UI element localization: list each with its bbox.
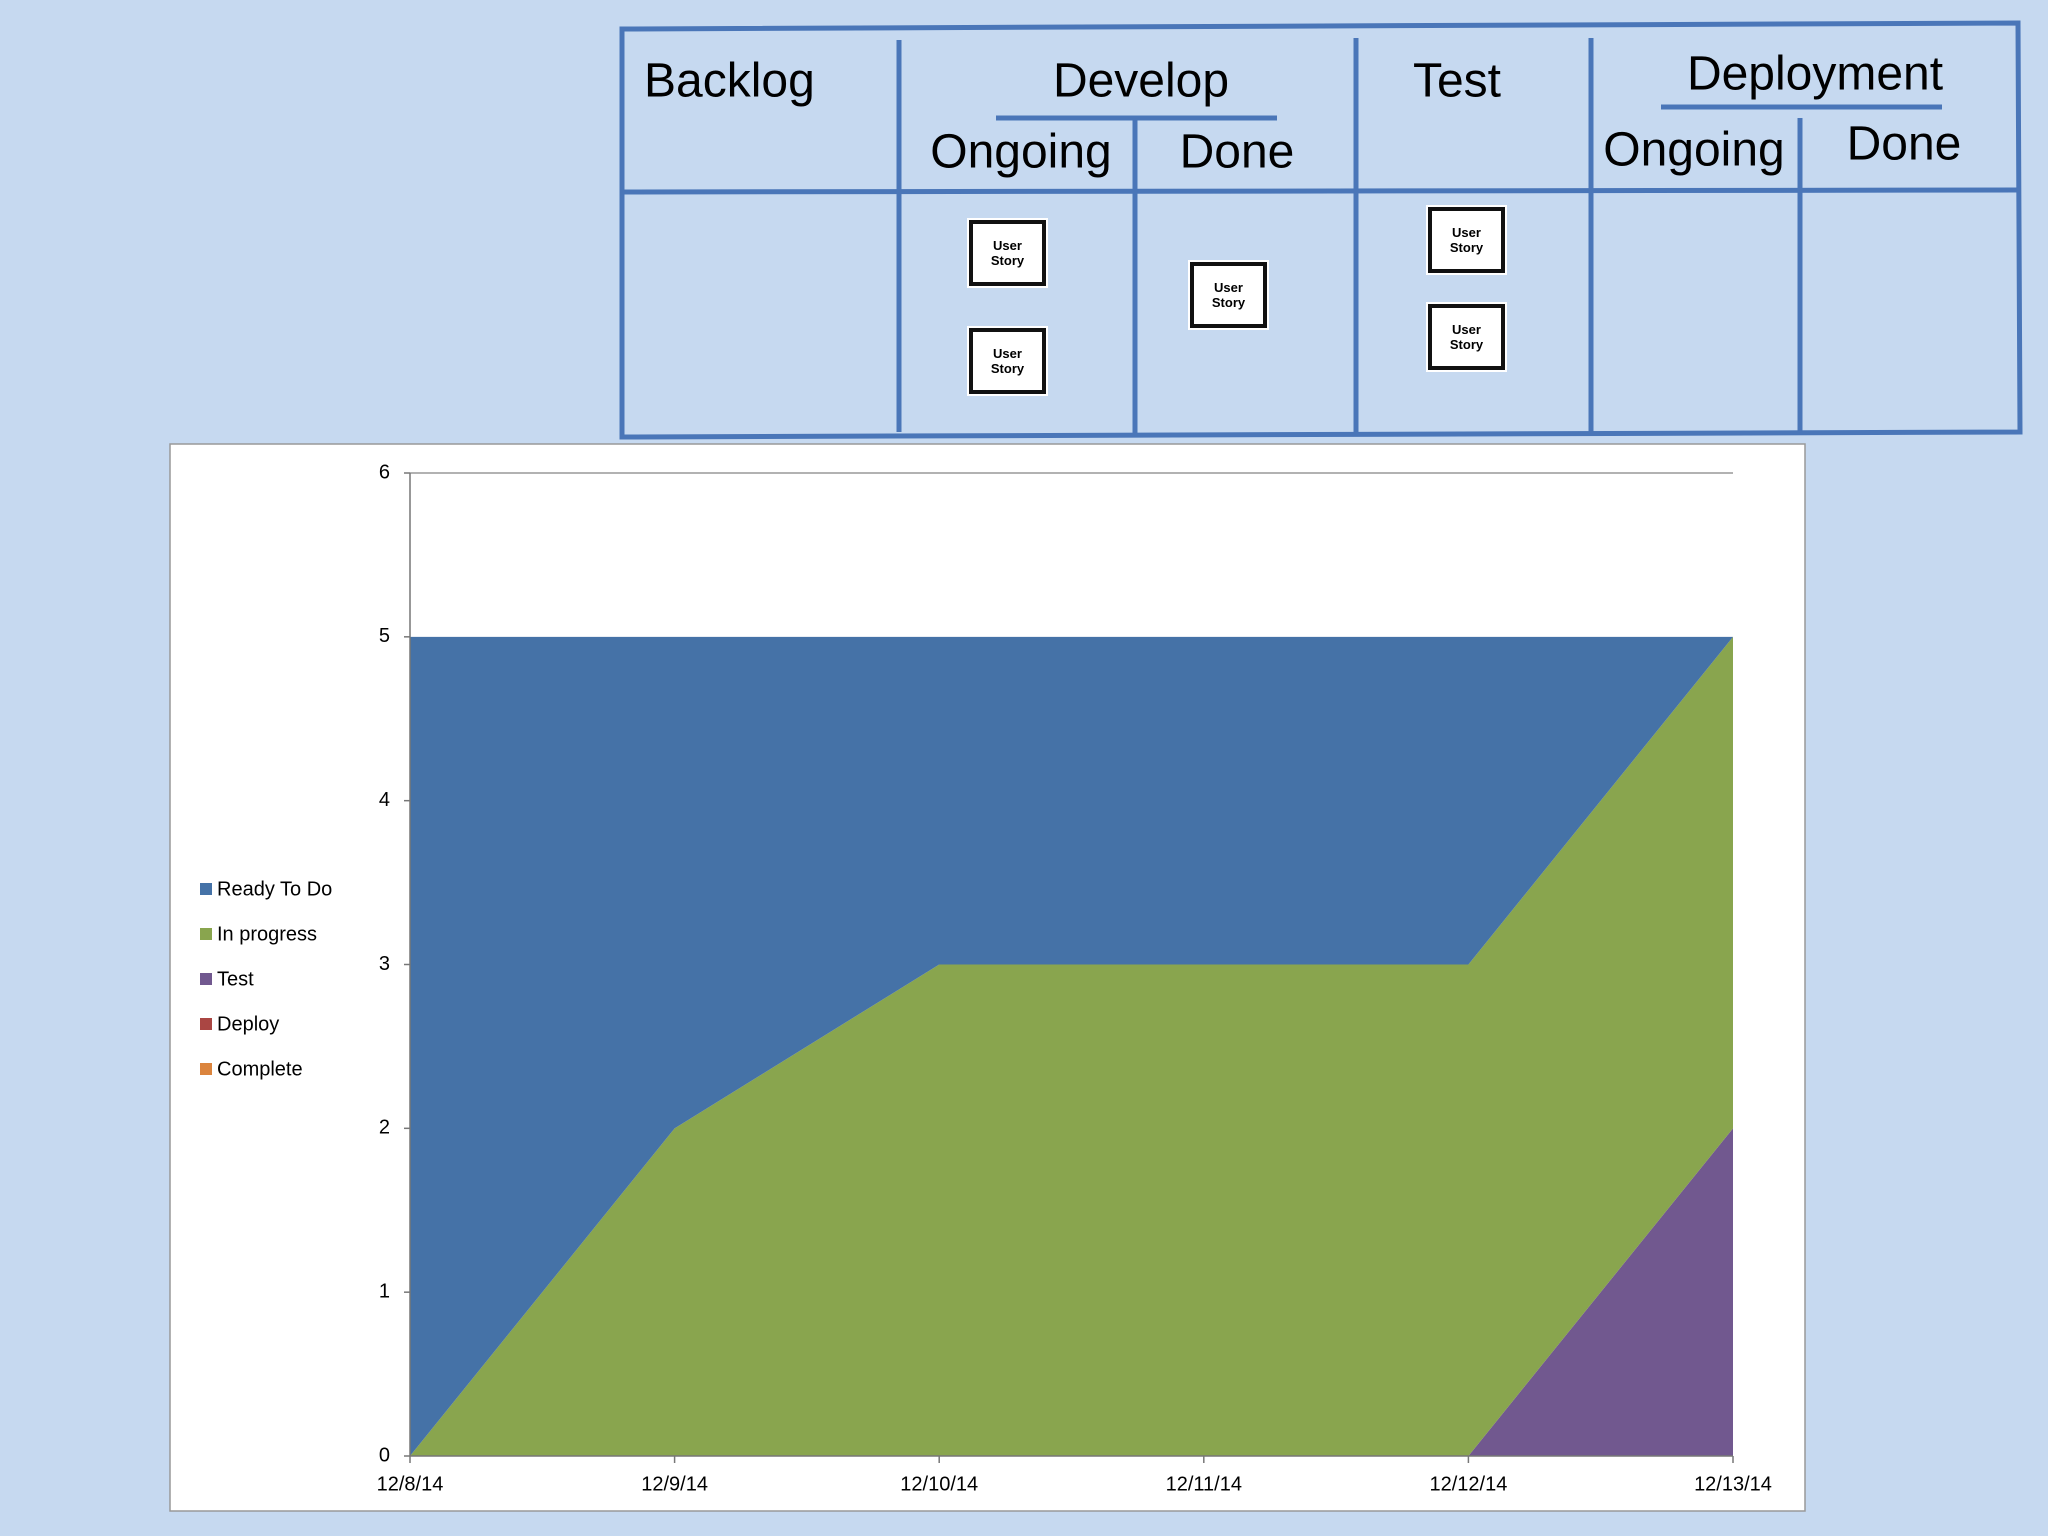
column-title: Develop (1052, 54, 1230, 108)
subcolumn-title: Done (1179, 125, 1295, 179)
x-tick-label: 12/11/14 (1166, 1473, 1242, 1495)
y-tick-label: 6 (379, 461, 390, 483)
x-tick-label: 12/12/14 (1429, 1473, 1507, 1495)
legend-swatch (200, 883, 212, 895)
y-tick-label: 0 (379, 1444, 390, 1466)
x-tick-label: 12/13/14 (1694, 1473, 1772, 1495)
user-story-card: User Story (1426, 302, 1507, 372)
subcolumn-title: Ongoing (1603, 123, 1785, 177)
x-tick-label: 12/9/14 (641, 1473, 708, 1495)
user-story-card: User Story (1188, 260, 1269, 330)
user-story-card: User Story (967, 218, 1048, 288)
y-tick-label: 1 (379, 1280, 390, 1302)
y-tick-label: 3 (379, 953, 390, 975)
legend-label: Ready To Do (217, 878, 332, 900)
column-title: Deployment (1686, 47, 1944, 101)
legend-swatch (200, 1018, 212, 1030)
area (410, 1128, 1733, 1456)
legend-label: In progress (217, 923, 317, 945)
legend-label: Complete (217, 1058, 303, 1080)
y-tick-label: 2 (379, 1117, 390, 1139)
column-title: Test (1412, 54, 1502, 108)
subcolumn-title: Ongoing (930, 125, 1112, 179)
area (410, 636, 1733, 1456)
user-story-card: User Story (967, 326, 1048, 396)
legend-label: Test (217, 968, 254, 990)
y-tick-label: 4 (379, 789, 390, 811)
area (410, 636, 1733, 1456)
legend-swatch (200, 973, 212, 985)
x-tick-label: 12/8/14 (377, 1473, 444, 1495)
user-story-card: User Story (1426, 205, 1507, 275)
subcolumn-title: Done (1846, 117, 1962, 171)
legend-label: Deploy (217, 1013, 279, 1035)
y-tick-label: 5 (379, 625, 390, 647)
legend-swatch (200, 1063, 212, 1075)
x-tick-label: 12/10/14 (900, 1473, 978, 1495)
legend-swatch (200, 928, 212, 940)
column-title: Backlog (644, 54, 815, 108)
